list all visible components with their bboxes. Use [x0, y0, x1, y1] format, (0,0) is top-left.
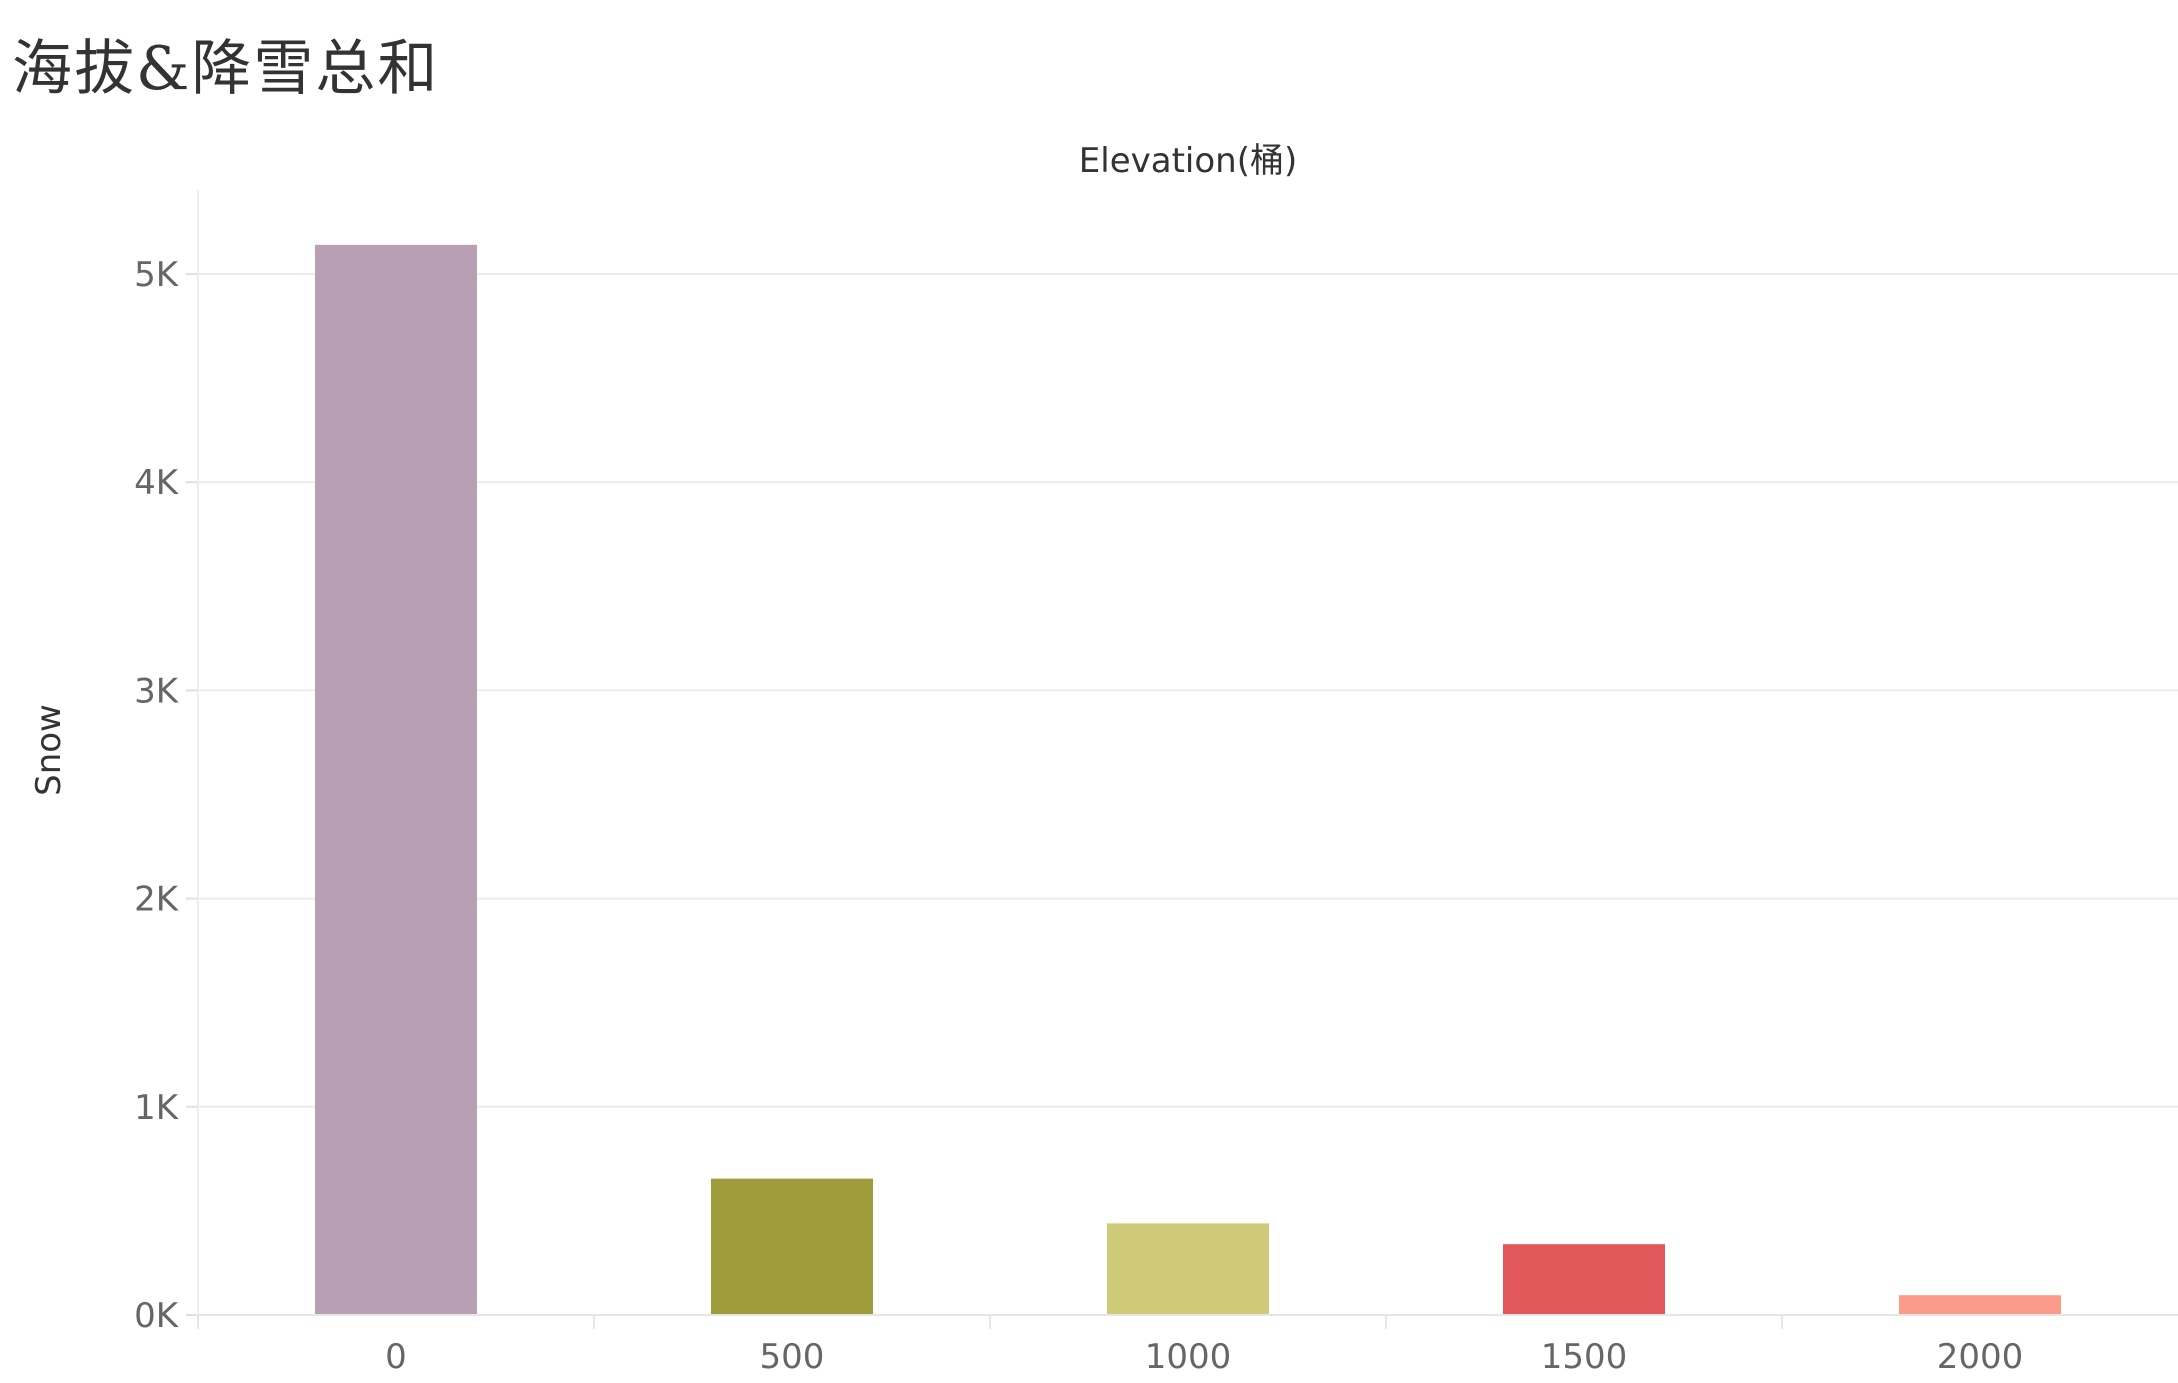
x-tick-label: 1500 [1541, 1337, 1628, 1377]
bar-0 [315, 244, 477, 1315]
y-tick-label: 1K [134, 1088, 180, 1128]
x-tick-label: 2000 [1937, 1337, 2024, 1377]
bar-500 [711, 1178, 873, 1315]
y-tick-label: 3K [134, 671, 180, 711]
y-tick-label: 4K [134, 463, 180, 503]
x-tick-label: 0 [385, 1337, 407, 1377]
x-axis-title: Elevation(桶) [1079, 141, 1297, 181]
bars [315, 244, 2061, 1315]
bar-1500 [1503, 1244, 1665, 1315]
gridlines [186, 273, 2178, 1316]
y-tick-label: 2K [134, 880, 180, 920]
bar-2000 [1899, 1295, 2061, 1315]
y-tick-label: 5K [134, 255, 180, 295]
axes: 0K 1K 2K 3K 4K 5K 0 500 1000 1500 2000 [134, 190, 2178, 1377]
bar-1000 [1107, 1223, 1269, 1315]
x-tick-label: 1000 [1145, 1337, 1232, 1377]
chart-title: 海拔&降雪总和 [12, 34, 440, 104]
y-axis-title: Snow [29, 704, 69, 796]
x-tick-label: 500 [760, 1337, 825, 1377]
y-tick-label: 0K [134, 1296, 180, 1336]
